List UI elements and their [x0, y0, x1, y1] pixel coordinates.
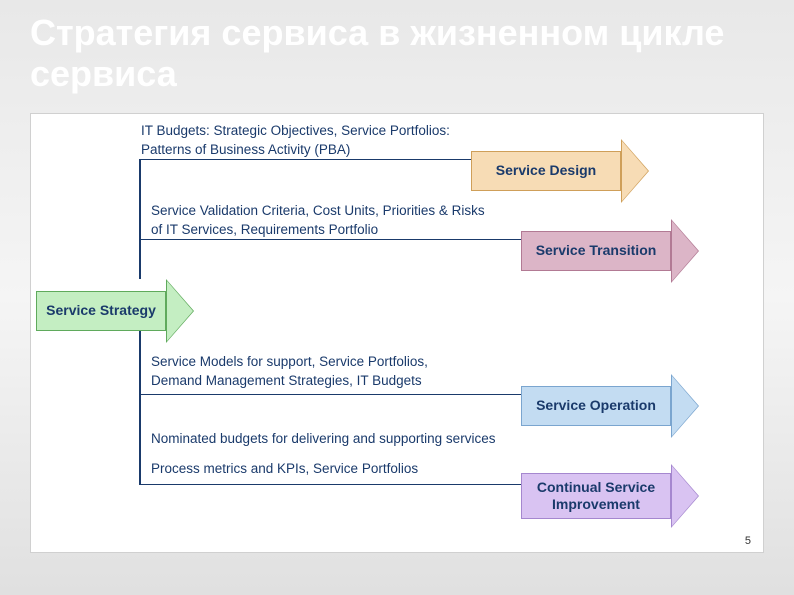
diagram-container: Service Strategy Service Design IT Budget…	[30, 113, 764, 553]
arrow-service-design: Service Design	[471, 139, 649, 203]
connector-line	[139, 319, 141, 484]
connector-line	[139, 159, 141, 279]
arrow-continual-service-improvement: Continual Service Improvement	[521, 464, 699, 528]
arrow-label: Service Design	[471, 151, 621, 191]
arrow-head-icon	[167, 281, 193, 341]
arrow-label: Service Transition	[521, 231, 671, 271]
arrow-service-operation: Service Operation	[521, 374, 699, 438]
connector-line	[139, 484, 521, 486]
arrow-label: Continual Service Improvement	[521, 473, 671, 519]
connector-line	[139, 394, 521, 396]
page-number: 5	[745, 535, 751, 547]
arrow-label: Service Strategy	[36, 291, 166, 331]
arrow-head-icon	[672, 466, 698, 526]
desc-text: Process metrics and KPIs, Service Portfo…	[151, 459, 511, 479]
desc-text: Service Models for support, Service Port…	[151, 352, 481, 391]
arrow-head-icon	[672, 221, 698, 281]
arrow-head-icon	[672, 376, 698, 436]
desc-text: IT Budgets: Strategic Objectives, Servic…	[141, 121, 461, 160]
arrow-label: Service Operation	[521, 386, 671, 426]
slide-title: Стратегия сервиса в жизненном цикле серв…	[0, 0, 794, 103]
desc-text: Service Validation Criteria, Cost Units,…	[151, 201, 491, 240]
arrow-service-strategy: Service Strategy	[36, 279, 194, 343]
arrow-service-transition: Service Transition	[521, 219, 699, 283]
arrow-head-icon	[622, 141, 648, 201]
desc-text: Nominated budgets for delivering and sup…	[151, 429, 511, 449]
